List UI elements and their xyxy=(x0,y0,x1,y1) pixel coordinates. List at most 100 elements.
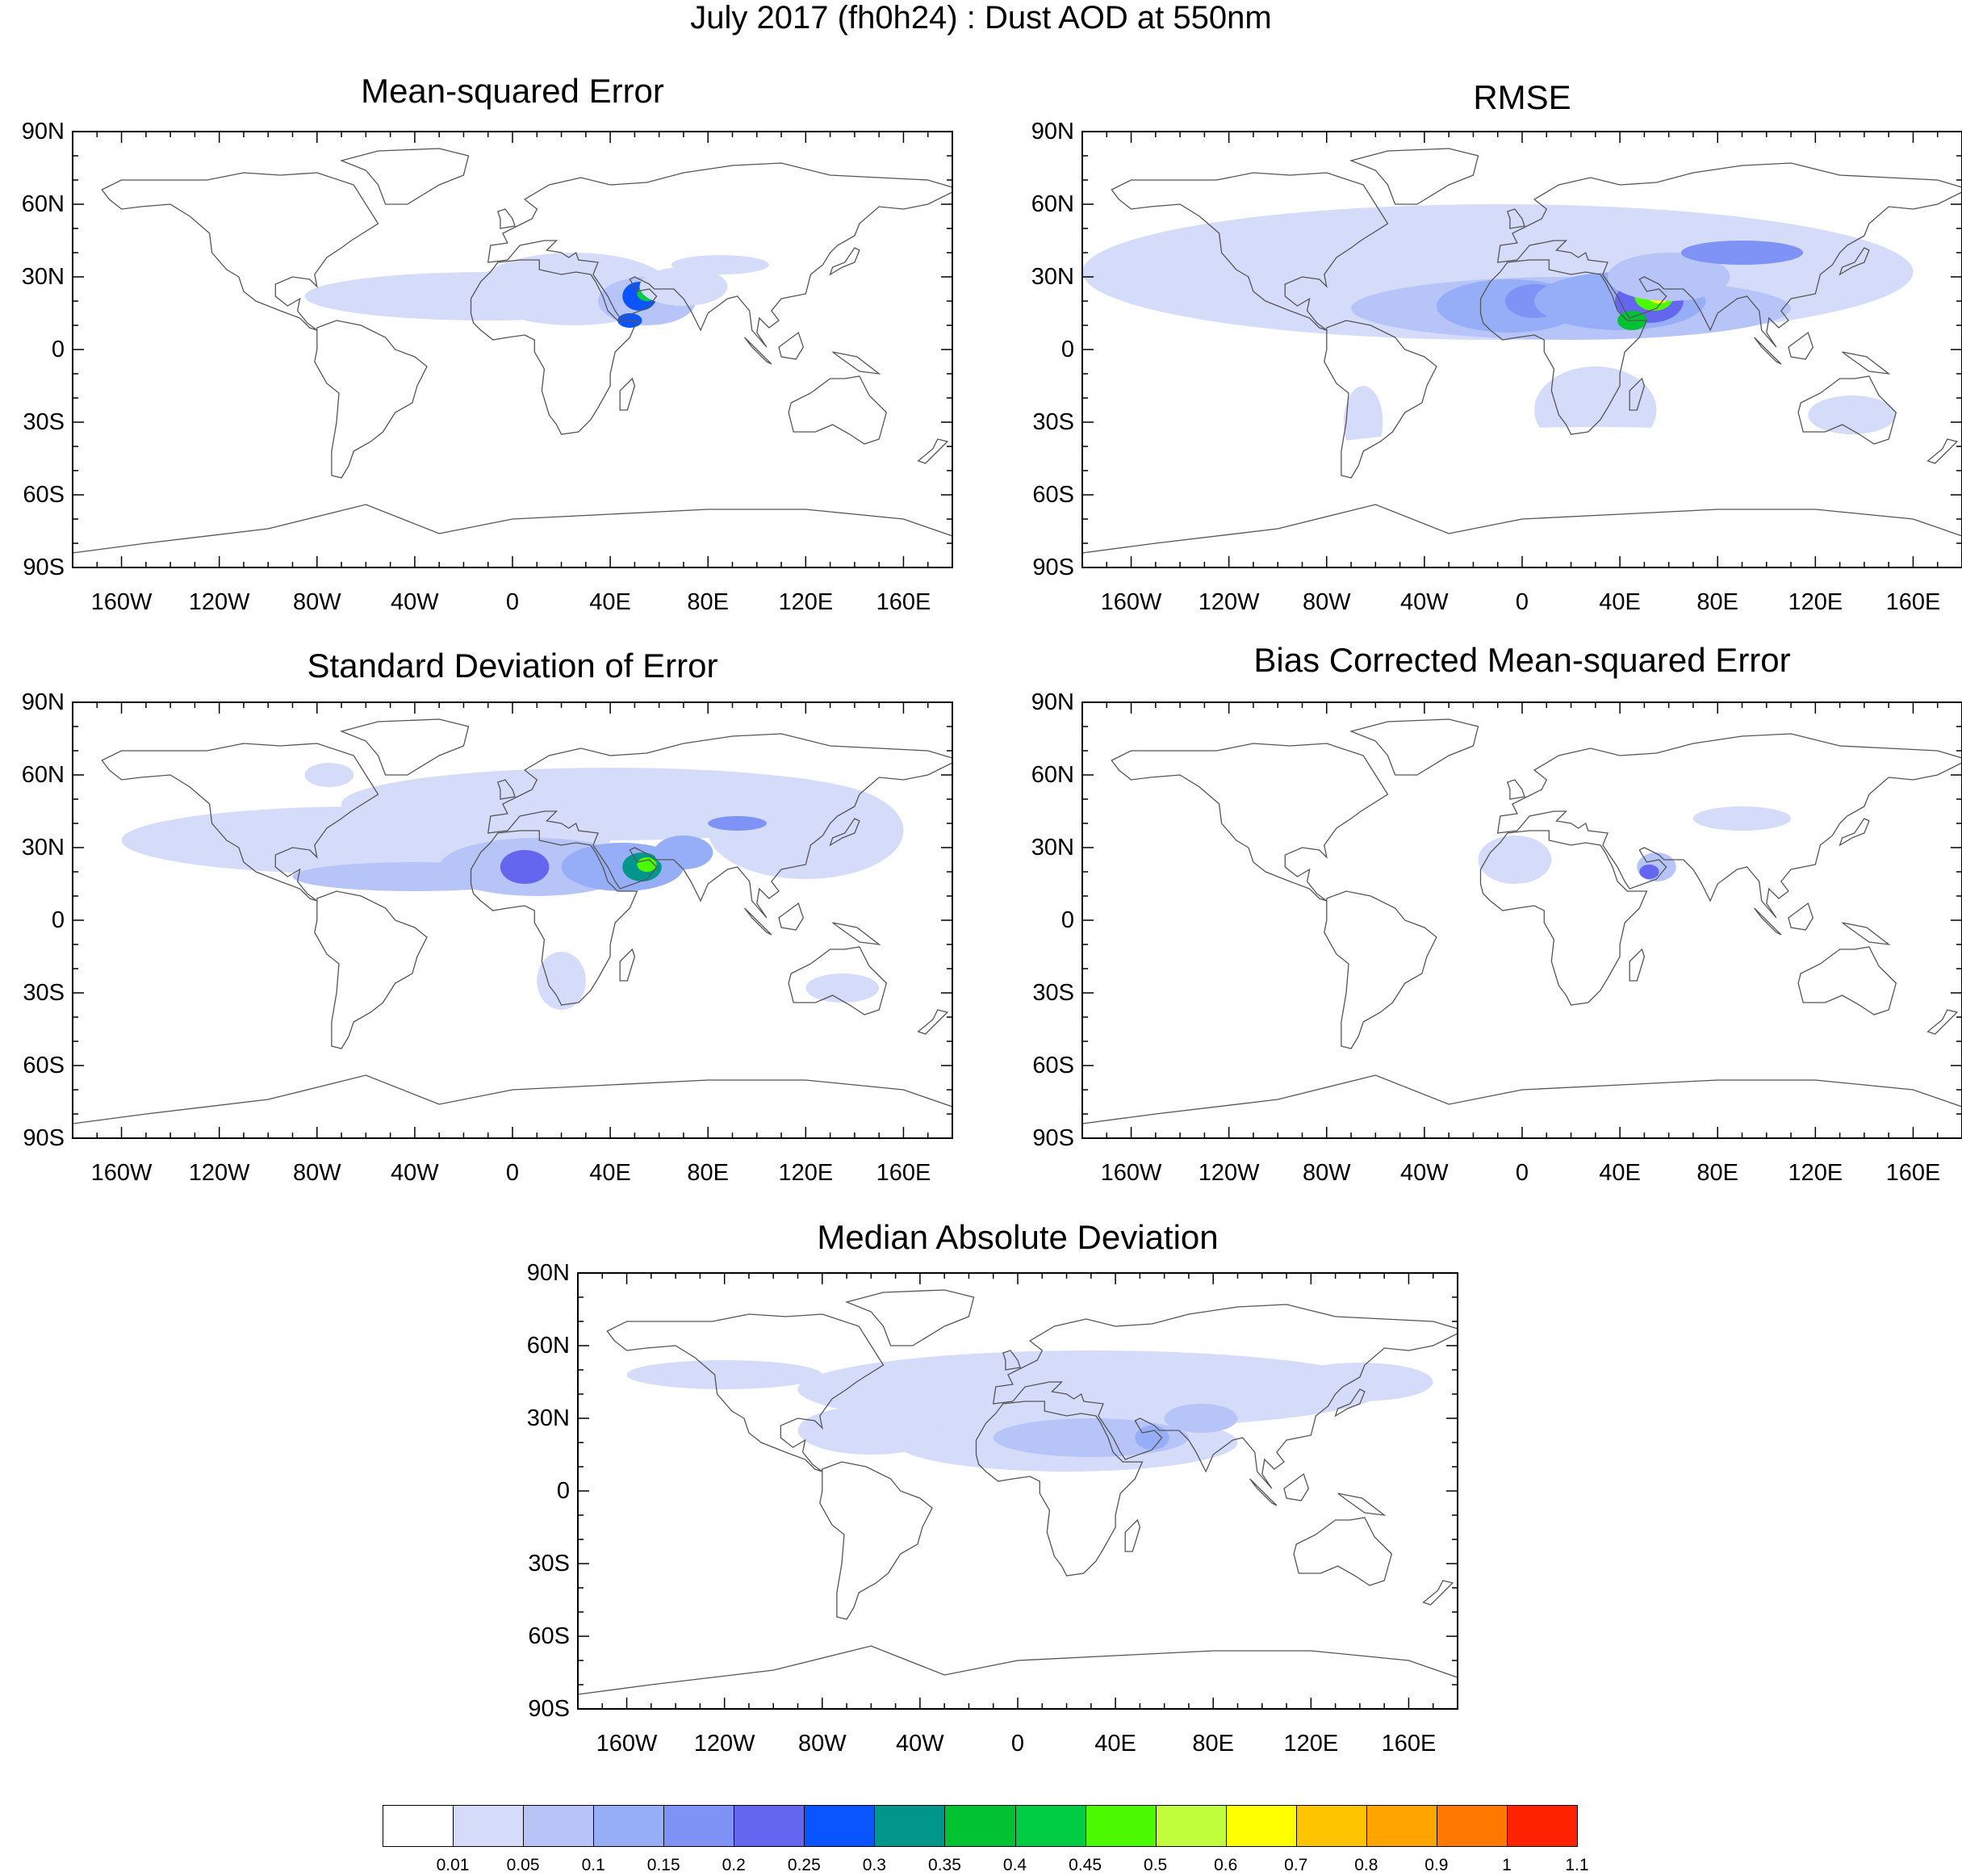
lat-tick-label: 30N xyxy=(526,1405,570,1431)
coastline xyxy=(1788,331,1814,360)
lat-tick-label: 60S xyxy=(23,1053,65,1078)
coastline xyxy=(992,1304,1458,1489)
colorbar-box xyxy=(1155,1805,1227,1847)
colorbar-box xyxy=(734,1805,805,1847)
aod-field-blob xyxy=(708,816,767,831)
colorbar-label: 0.2 xyxy=(722,1856,746,1874)
lon-tick-label: 120W xyxy=(1198,589,1260,615)
colorbar-label: 0.7 xyxy=(1284,1856,1308,1874)
lon-tick-label: 0 xyxy=(1010,1731,1025,1757)
aod-field-blob xyxy=(626,1360,822,1389)
coastline xyxy=(1293,1517,1393,1586)
coastline xyxy=(1842,351,1891,375)
colorbar-label: 0.05 xyxy=(506,1856,540,1874)
lon-tick-label: 40E xyxy=(589,589,631,615)
lon-tick-label: 160W xyxy=(1100,589,1162,615)
lon-tick-label: 40E xyxy=(1094,1731,1136,1757)
lat-tick-label: 60N xyxy=(1031,762,1074,788)
lon-tick-label: 120E xyxy=(778,1160,834,1186)
coastline xyxy=(778,331,805,360)
map-frame xyxy=(72,701,953,1139)
panel-title: Mean-squared Error xyxy=(361,72,664,110)
lat-tick-label: 90S xyxy=(23,555,65,580)
lat-tick-label: 90S xyxy=(1032,1125,1074,1151)
lat-tick-label: 0 xyxy=(556,1478,570,1504)
coastline xyxy=(1283,1472,1310,1501)
lat-tick-label: 90N xyxy=(526,1260,570,1286)
lat-tick-label: 60S xyxy=(528,1623,570,1649)
map-panel xyxy=(72,131,953,568)
lon-tick-label: 80E xyxy=(1696,1160,1739,1186)
lat-tick-label: 90S xyxy=(1032,555,1074,580)
lat-tick-label: 60N xyxy=(21,191,65,217)
map-panel xyxy=(1081,131,1962,568)
coastline xyxy=(1629,377,1646,411)
lon-tick-label: 40W xyxy=(896,1731,944,1757)
aod-field-blob xyxy=(1692,806,1792,831)
panel-title: RMSE xyxy=(1473,78,1571,116)
lat-tick-label: 90N xyxy=(21,689,65,715)
colorbar-box xyxy=(804,1805,876,1847)
lat-tick-label: 60N xyxy=(1031,191,1074,217)
coastline xyxy=(619,377,636,411)
coastline xyxy=(1926,1009,1959,1035)
coastline xyxy=(1249,1478,1278,1506)
coastline xyxy=(340,148,470,205)
coastline xyxy=(487,733,953,919)
lat-tick-label: 90N xyxy=(21,119,65,144)
lat-tick-label: 30N xyxy=(21,264,65,290)
colorbar-box xyxy=(1366,1805,1437,1847)
panel-title: Bias Corrected Mean-squared Error xyxy=(1253,641,1791,679)
coastline xyxy=(1629,948,1646,982)
colorbar-label: 0.35 xyxy=(928,1856,961,1874)
colorbar-label: 0.6 xyxy=(1214,1856,1238,1874)
coastline xyxy=(606,1313,885,1472)
map-panel xyxy=(577,1272,1458,1710)
coastline xyxy=(496,208,516,229)
aod-field-blob xyxy=(797,1350,1385,1428)
panel-title: Standard Deviation of Error xyxy=(307,647,718,685)
lon-tick-label: 80E xyxy=(1696,589,1739,615)
coastline xyxy=(788,375,888,445)
coastline xyxy=(1081,1074,1962,1139)
lat-tick-label: 0 xyxy=(51,907,65,933)
lon-tick-label: 40E xyxy=(1599,589,1641,615)
colorbar-box xyxy=(1014,1805,1086,1847)
aod-field-blob xyxy=(1286,1363,1433,1401)
lon-tick-label: 0 xyxy=(1515,1160,1529,1186)
lat-tick-label: 30S xyxy=(528,1551,570,1577)
figure-title: July 2017 (fh0h24) : Dust AOD at 550nm xyxy=(690,0,1272,36)
lon-tick-label: 120E xyxy=(1283,1731,1339,1757)
lat-tick-label: 60S xyxy=(1032,1053,1074,1078)
aod-field-blob xyxy=(1639,865,1659,879)
lon-tick-label: 80E xyxy=(687,589,730,615)
map-frame xyxy=(1081,701,1962,1139)
panel-title: Median Absolute Deviation xyxy=(817,1218,1219,1256)
aod-field-blob xyxy=(1607,253,1730,301)
lon-tick-label: 0 xyxy=(505,589,520,615)
map-panel xyxy=(72,701,953,1139)
coastline xyxy=(1479,830,1648,1006)
colorbar-label: 0.15 xyxy=(646,1856,680,1874)
coastline xyxy=(1496,733,1962,919)
coastline xyxy=(1081,504,1962,568)
coastline xyxy=(832,922,881,945)
coastline xyxy=(101,172,379,331)
coastline xyxy=(788,946,888,1015)
map-frame xyxy=(72,131,953,568)
colorbar-box xyxy=(383,1805,454,1847)
coastline xyxy=(744,337,772,365)
coastline xyxy=(1111,743,1389,902)
aod-field-blob xyxy=(1478,835,1552,884)
coastline xyxy=(845,1289,975,1346)
colorbar-box xyxy=(1225,1805,1297,1847)
colorbar-box xyxy=(1295,1805,1367,1847)
coastline xyxy=(1842,922,1891,945)
coastline xyxy=(487,162,953,348)
coastline xyxy=(917,1009,949,1035)
coastline xyxy=(1496,162,1962,348)
lon-tick-label: 80W xyxy=(292,1160,341,1186)
lat-tick-label: 90S xyxy=(23,1125,65,1151)
coastline xyxy=(1324,320,1437,479)
coastline xyxy=(1324,890,1437,1049)
